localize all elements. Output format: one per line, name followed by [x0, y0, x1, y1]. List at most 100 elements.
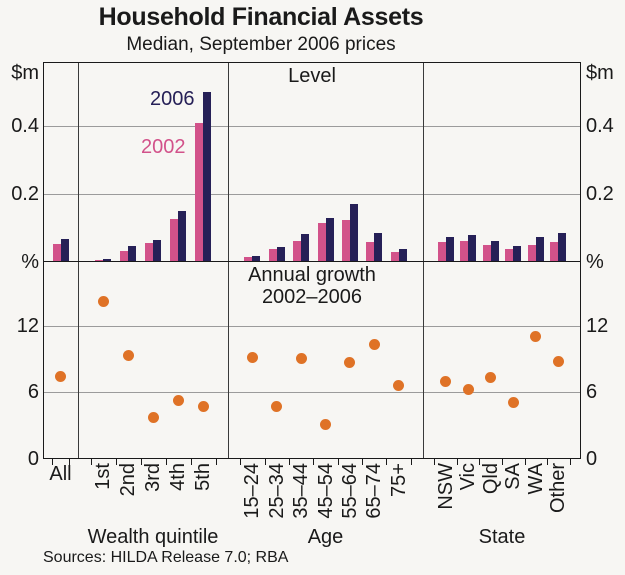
- bar-2002: [527, 244, 536, 262]
- axis-tick-label-left: $m: [11, 62, 39, 84]
- bar-2006: [103, 258, 111, 262]
- growth-dot: [393, 379, 405, 391]
- axis-tick: [386, 459, 388, 465]
- growth-dot: [271, 400, 283, 412]
- bar-2006: [153, 239, 161, 262]
- bar-2002: [145, 242, 153, 262]
- panel-label-level: Level: [288, 65, 336, 87]
- axis-tick: [337, 459, 339, 465]
- category-label: 1st: [92, 463, 119, 490]
- source-note: Sources: HILDA Release 7.0; RBA: [43, 549, 289, 566]
- bar-2006: [445, 236, 454, 262]
- axis-tick-label-left: %: [21, 250, 39, 273]
- bar-2006: [398, 249, 407, 262]
- growth-dot: [368, 339, 380, 350]
- bar-2002: [268, 248, 277, 262]
- chart-subtitle: Median, September 2006 prices: [126, 34, 396, 55]
- axis-tick: [90, 459, 92, 465]
- axis-tick: [69, 459, 71, 465]
- bar-2006: [301, 233, 310, 262]
- axis-tick: [547, 459, 549, 465]
- axis-tick-label-right: %: [586, 250, 604, 273]
- axis-tick: [140, 459, 142, 465]
- bar-2002: [341, 220, 350, 262]
- gridline: [43, 126, 581, 128]
- growth-dot: [440, 375, 452, 387]
- section-divider: [423, 62, 424, 459]
- bar-2006: [276, 246, 285, 262]
- bar-2006: [203, 92, 211, 262]
- axis-tick-label-right: 12: [586, 314, 609, 337]
- axis-tick: [190, 459, 192, 465]
- category-label: 5th: [192, 463, 220, 491]
- category-label-text: 45–54: [314, 463, 337, 519]
- axis-tick-label-right: 0.4: [586, 115, 614, 138]
- legend-label-2002: 2002: [141, 136, 186, 158]
- growth-dot: [97, 295, 109, 307]
- growth-dot: [320, 418, 331, 430]
- bar-2002: [390, 252, 399, 262]
- axis-tick: [479, 459, 481, 465]
- category-label-text: 4th: [167, 463, 189, 491]
- growth-dot: [55, 371, 66, 383]
- axis-tick-label-left: 0.4: [11, 115, 39, 138]
- bar-2006: [535, 236, 544, 262]
- bar-2006: [60, 238, 69, 262]
- axis-tick-label-right: 0.2: [586, 182, 614, 205]
- axis-tick-label-right: 6: [586, 381, 598, 404]
- category-label-text: 55–64: [338, 463, 361, 519]
- category-label: 4th: [167, 463, 195, 491]
- category-label-text: 35–44: [290, 463, 313, 519]
- axis-tick: [288, 459, 290, 465]
- growth-dot: [530, 331, 542, 343]
- section-divider: [78, 62, 79, 459]
- chart-title: Household Financial Assets: [98, 3, 424, 31]
- growth-dot: [147, 412, 159, 424]
- growth-dot: [462, 384, 474, 396]
- gridline: [43, 392, 581, 394]
- axis-tick: [215, 459, 217, 465]
- category-label-text: 1st: [92, 463, 114, 490]
- axis-tick: [313, 459, 315, 465]
- bar-2006: [349, 203, 358, 262]
- gridline: [43, 193, 581, 195]
- axis-tick: [51, 459, 53, 465]
- axis-tick: [524, 459, 526, 465]
- growth-dot: [552, 355, 564, 367]
- bar-2002: [505, 248, 514, 262]
- category-label-text: WA: [524, 463, 547, 495]
- bar-2002: [482, 244, 491, 262]
- bar-2006: [513, 246, 522, 262]
- axis-tick-label-left: 6: [27, 381, 39, 404]
- bar-2002: [120, 251, 128, 262]
- axis-tick: [502, 459, 503, 465]
- legend-label-2006: 2006: [150, 88, 195, 110]
- title-block: Household Financial Assets Median, Septe…: [0, 3, 522, 56]
- category-label-text: 25–34: [265, 463, 288, 519]
- bar-2002: [437, 242, 446, 262]
- growth-dot: [507, 396, 519, 408]
- section-divider: [228, 62, 229, 459]
- axis-tick: [456, 459, 458, 465]
- growth-dot: [485, 372, 497, 384]
- section-label: Age: [307, 526, 344, 548]
- axis-tick: [240, 459, 242, 465]
- category-label-text: Qld: [479, 463, 502, 495]
- axis-tick-label-left: 0.2: [11, 182, 39, 205]
- category-label: 75+: [388, 463, 422, 497]
- growth-dot: [295, 353, 307, 365]
- panel-label-growth-line1: Annual growth: [248, 264, 376, 286]
- bar-2002: [52, 243, 61, 262]
- bar-2002: [317, 222, 326, 262]
- category-label-text: NSW: [434, 463, 457, 510]
- bar-2006: [490, 240, 499, 262]
- category-label-text: 75+: [387, 463, 410, 497]
- category-label-text: 3rd: [142, 463, 164, 492]
- bar-2006: [558, 233, 567, 262]
- bar-2002: [293, 241, 302, 262]
- bar-2006: [178, 210, 186, 262]
- bar-2006: [374, 232, 383, 262]
- axis-tick-label-left: 0: [27, 447, 39, 470]
- axis-tick-label-left: 12: [16, 314, 39, 337]
